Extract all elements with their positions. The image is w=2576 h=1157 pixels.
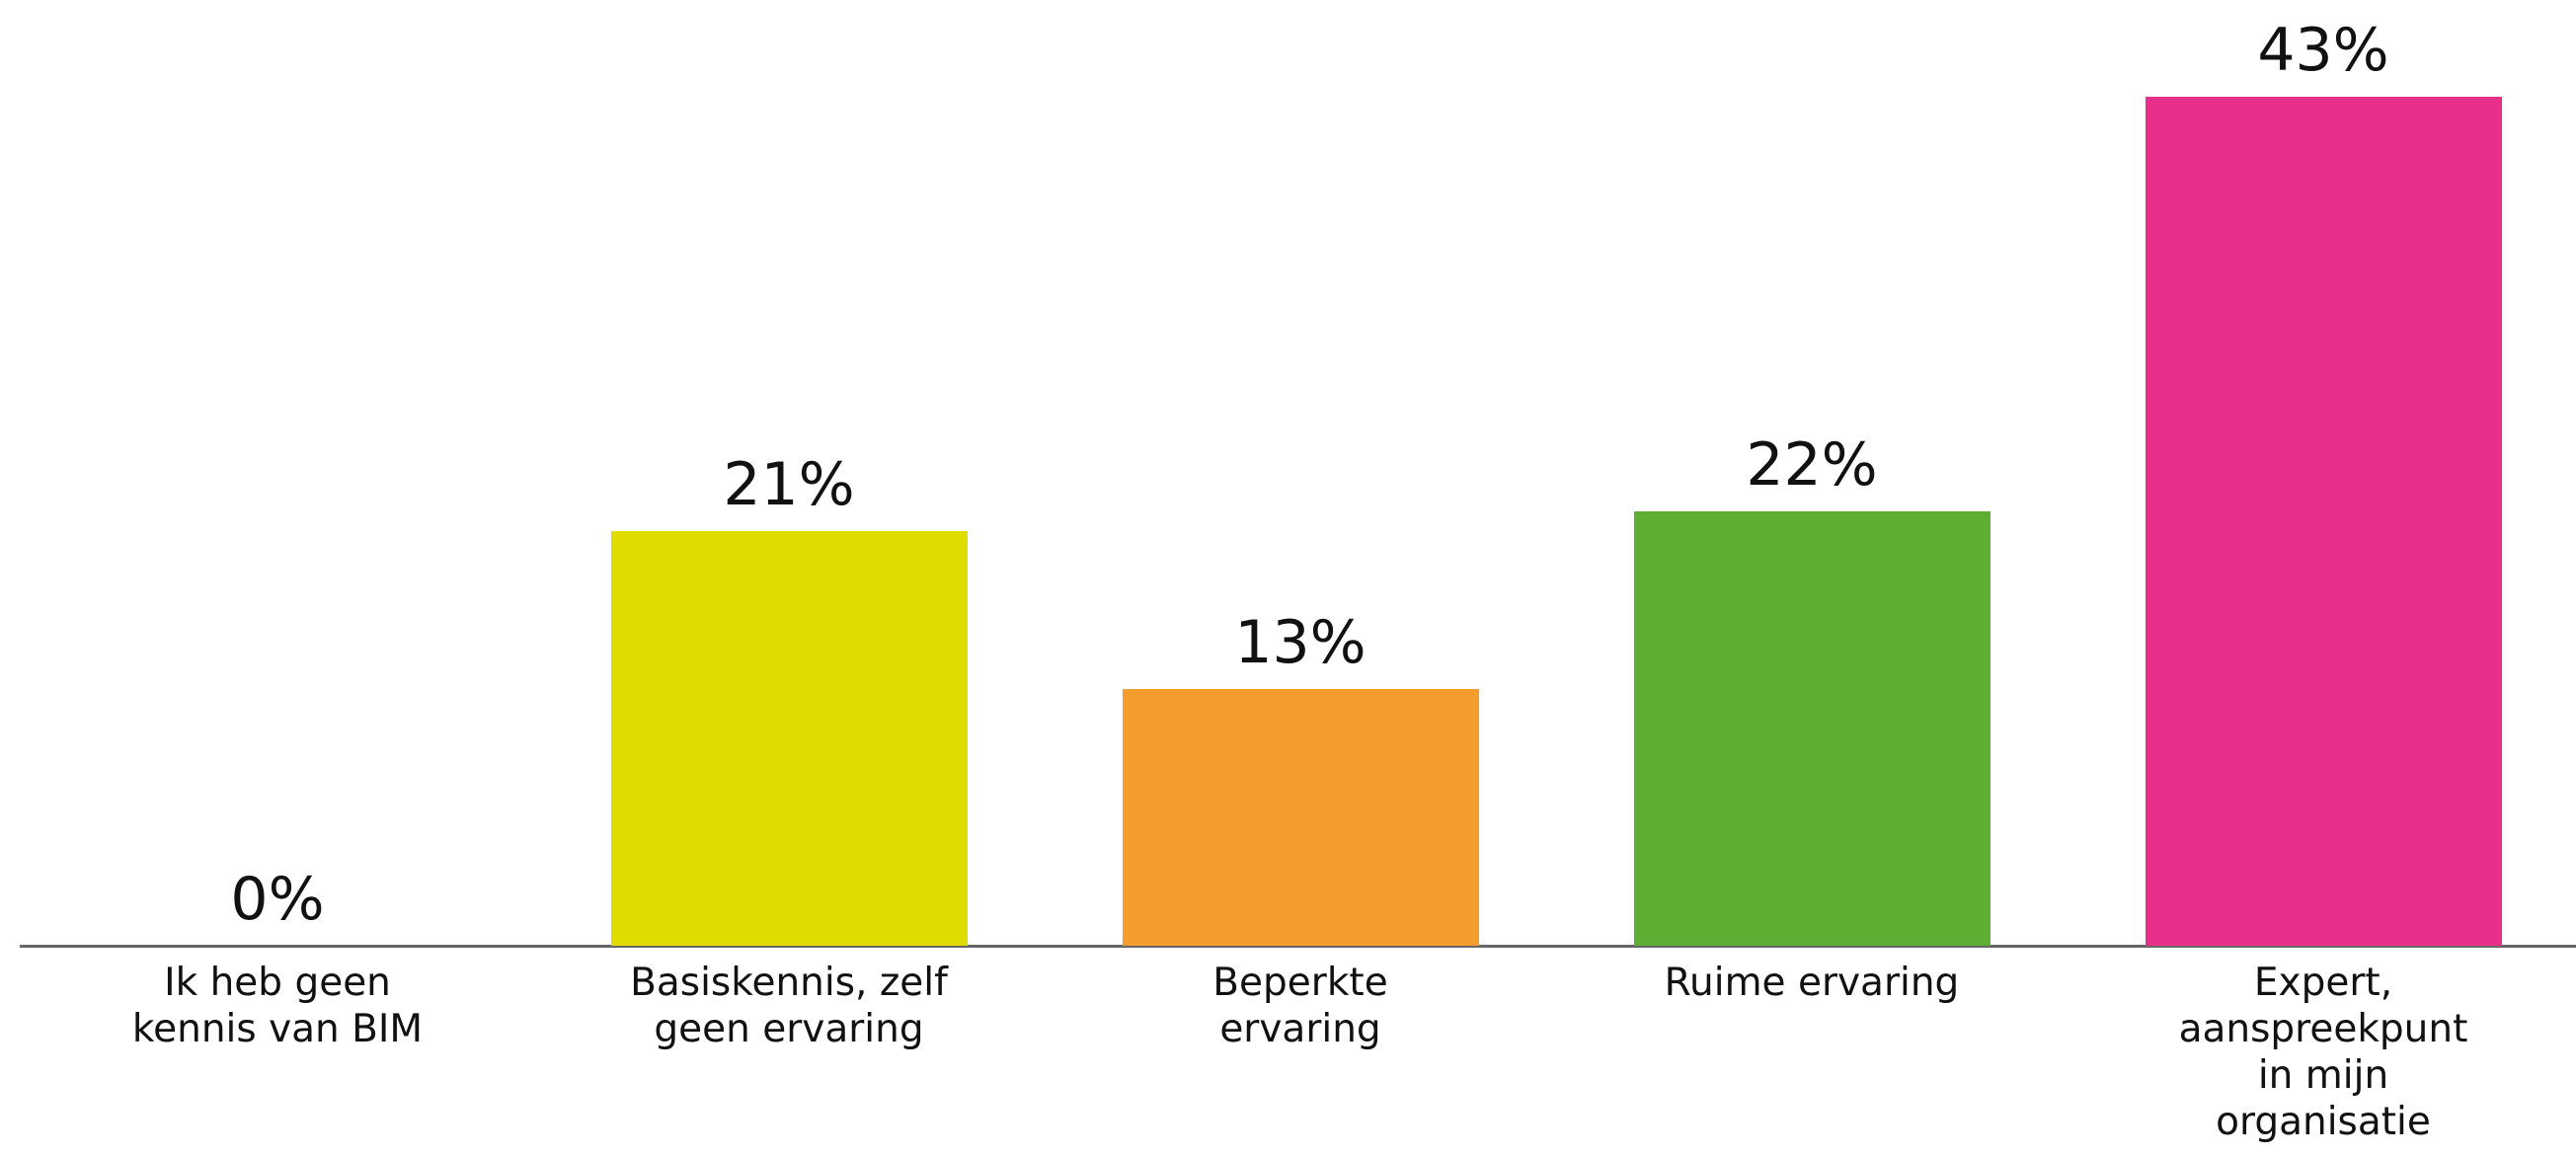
value-label: 13%: [1234, 608, 1366, 677]
bar: [2145, 97, 2502, 946]
x-tick-label: Expert, aanspreekpunt in mijn organisati…: [2178, 961, 2468, 1144]
value-label: 43%: [2257, 16, 2389, 85]
value-label: 0%: [230, 865, 325, 934]
bar: [1633, 511, 1991, 946]
bar: [610, 531, 968, 946]
value-label: 22%: [1746, 430, 1878, 500]
x-tick-label: Ik heb geen kennis van BIM: [131, 961, 424, 1051]
x-tick-label: Beperkte ervaring: [1212, 961, 1388, 1051]
value-label: 21%: [723, 450, 855, 519]
x-tick-label: Ruime ervaring: [1664, 961, 1960, 1005]
bar: [1122, 689, 1479, 946]
x-tick-label: Basiskennis, zelf geen ervaring: [630, 961, 948, 1051]
baseline: [20, 945, 2576, 948]
